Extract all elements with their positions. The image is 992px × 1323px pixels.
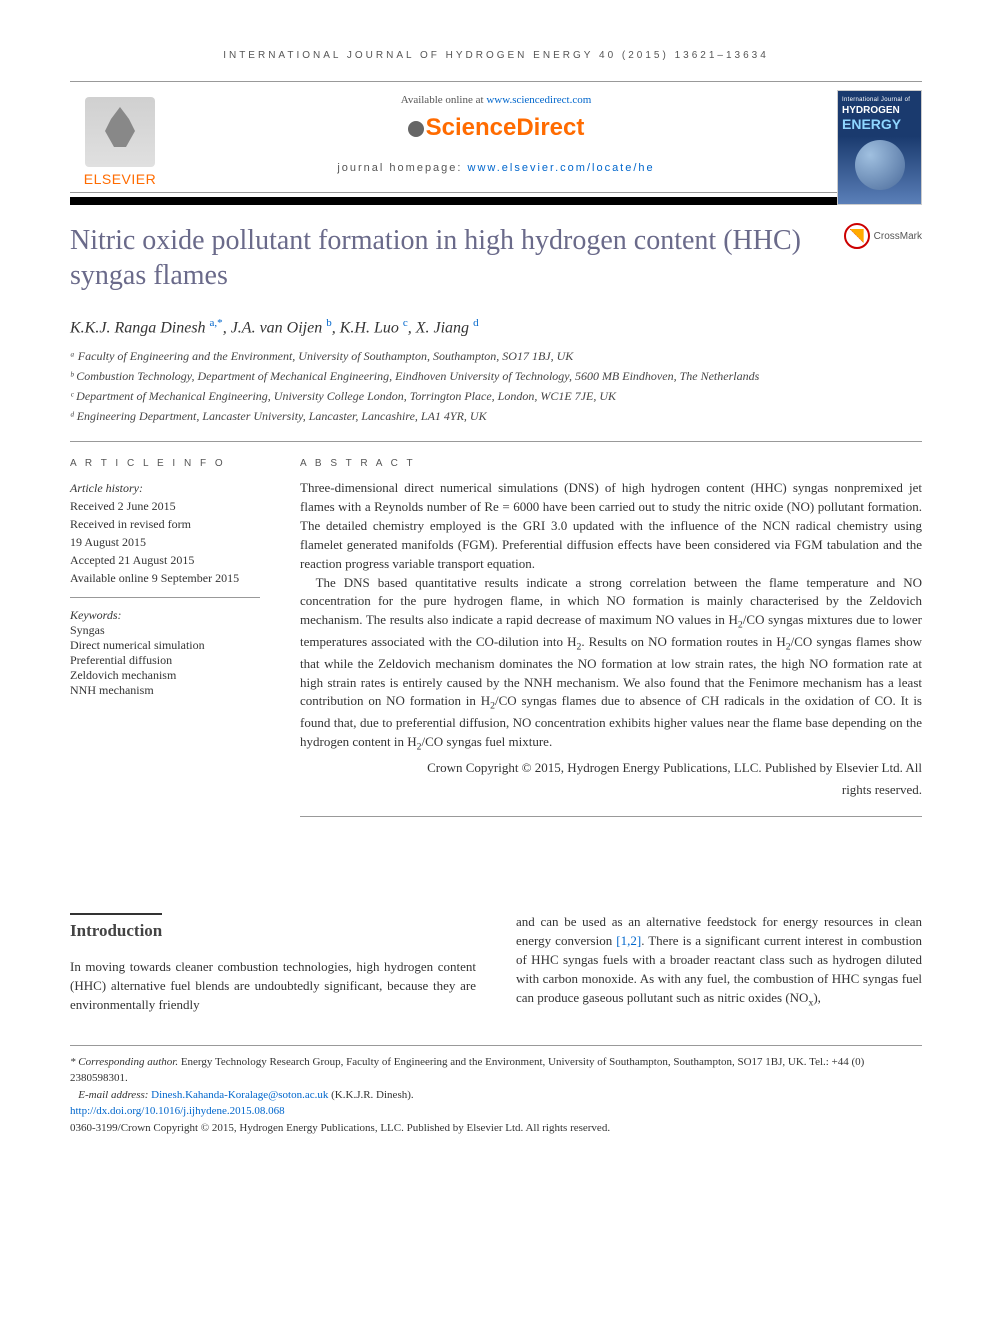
email-label: E-mail address:: [78, 1089, 151, 1101]
email-suffix: (K.K.J.R. Dinesh).: [328, 1089, 413, 1101]
keyword: Syngas: [70, 623, 260, 638]
intro-left-column: Introduction In moving towards cleaner c…: [70, 913, 476, 1014]
sciencedirect-logo: ScienceDirect: [180, 114, 812, 142]
article-info-column: A R T I C L E I N F O Article history: R…: [70, 458, 260, 833]
sd-ball-icon: [408, 121, 424, 137]
keyword: Preferential diffusion: [70, 653, 260, 668]
introduction-heading: Introduction: [70, 913, 162, 944]
abstract-copyright-1: Crown Copyright © 2015, Hydrogen Energy …: [300, 759, 922, 778]
cover-line3: ENERGY: [842, 116, 917, 132]
reference-link-1-2[interactable]: [1,2]: [616, 933, 641, 948]
available-online-text: Available online at www.sciencedirect.co…: [180, 94, 812, 106]
cover-line1: International Journal of: [842, 97, 917, 103]
journal-homepage-text: journal homepage: www.elsevier.com/locat…: [180, 162, 812, 174]
abstract-text: Three-dimensional direct numerical simul…: [300, 479, 922, 800]
history-item: Available online 9 September 2015: [70, 569, 260, 587]
available-prefix: Available online at: [401, 94, 487, 106]
article-history-block: Article history: Received 2 June 2015 Re…: [70, 479, 260, 598]
corr-author-text: Energy Technology Research Group, Facult…: [70, 1056, 864, 1085]
article-info-label: A R T I C L E I N F O: [70, 458, 260, 469]
affiliation-d: ᵈ Engineering Department, Lancaster Univ…: [70, 407, 922, 425]
history-item: Accepted 21 August 2015: [70, 551, 260, 569]
email-footnote: E-mail address: Dinesh.Kahanda-Koralage@…: [70, 1087, 922, 1104]
black-divider-bar: [70, 197, 922, 205]
email-link[interactable]: Dinesh.Kahanda-Koralage@soton.ac.uk: [151, 1089, 328, 1101]
abstract-paragraph-1: Three-dimensional direct numerical simul…: [300, 479, 922, 573]
keyword: Zeldovich mechanism: [70, 668, 260, 683]
affiliations-block: ᵃ Faculty of Engineering and the Environ…: [70, 347, 922, 425]
keyword: NNH mechanism: [70, 683, 260, 698]
sciencedirect-link[interactable]: www.sciencedirect.com: [486, 94, 591, 106]
corresponding-author-footnote: * Corresponding author. Energy Technolog…: [70, 1054, 922, 1087]
journal-homepage-link[interactable]: www.elsevier.com/locate/he: [468, 162, 655, 174]
elsevier-logo: ELSEVIER: [70, 97, 170, 187]
abstract-copyright-2: rights reserved.: [300, 781, 922, 800]
abstract-column: A B S T R A C T Three-dimensional direct…: [300, 458, 922, 833]
elsevier-tree-icon: [85, 97, 155, 167]
footnotes-block: * Corresponding author. Energy Technolog…: [70, 1045, 922, 1137]
journal-cover-thumbnail: International Journal of HYDROGEN ENERGY: [837, 90, 922, 205]
cover-globe-icon: [855, 140, 905, 190]
history-item: Received in revised form: [70, 515, 260, 533]
intro-text-left: In moving towards cleaner combustion tec…: [70, 958, 476, 1015]
keyword: Direct numerical simulation: [70, 638, 260, 653]
issn-copyright-line: 0360-3199/Crown Copyright © 2015, Hydrog…: [70, 1120, 922, 1137]
sd-logo-text: ScienceDirect: [426, 114, 585, 141]
history-item: Received 2 June 2015: [70, 497, 260, 515]
divider: [70, 441, 922, 442]
crossmark-icon: [844, 223, 870, 249]
affiliation-a: ᵃ Faculty of Engineering and the Environ…: [70, 347, 922, 365]
masthead-block: ELSEVIER International Journal of HYDROG…: [70, 81, 922, 193]
divider: [300, 816, 922, 817]
intro-right-column: and can be used as an alternative feedst…: [516, 913, 922, 1014]
homepage-prefix: journal homepage:: [337, 162, 467, 174]
journal-citation-header: INTERNATIONAL JOURNAL OF HYDROGEN ENERGY…: [70, 50, 922, 61]
crossmark-badge[interactable]: CrossMark: [844, 223, 922, 249]
article-title: Nitric oxide pollutant formation in high…: [70, 223, 824, 293]
doi-link[interactable]: http://dx.doi.org/10.1016/j.ijhydene.201…: [70, 1105, 285, 1117]
affiliation-b: ᵇ Combustion Technology, Department of M…: [70, 367, 922, 385]
crossmark-label: CrossMark: [874, 231, 922, 242]
cover-line2: HYDROGEN: [842, 105, 917, 116]
affiliation-c: ᶜ Department of Mechanical Engineering, …: [70, 387, 922, 405]
history-heading: Article history:: [70, 479, 260, 497]
corr-author-label: * Corresponding author.: [70, 1056, 178, 1068]
keywords-block: Keywords: Syngas Direct numerical simula…: [70, 608, 260, 698]
abstract-label: A B S T R A C T: [300, 458, 922, 469]
elsevier-text: ELSEVIER: [70, 171, 170, 187]
keywords-heading: Keywords:: [70, 608, 260, 623]
abstract-paragraph-2: The DNS based quantitative results indic…: [300, 574, 922, 755]
history-item: 19 August 2015: [70, 533, 260, 551]
authors-line: K.K.J. Ranga Dinesh a,*, J.A. van Oijen …: [70, 317, 922, 337]
